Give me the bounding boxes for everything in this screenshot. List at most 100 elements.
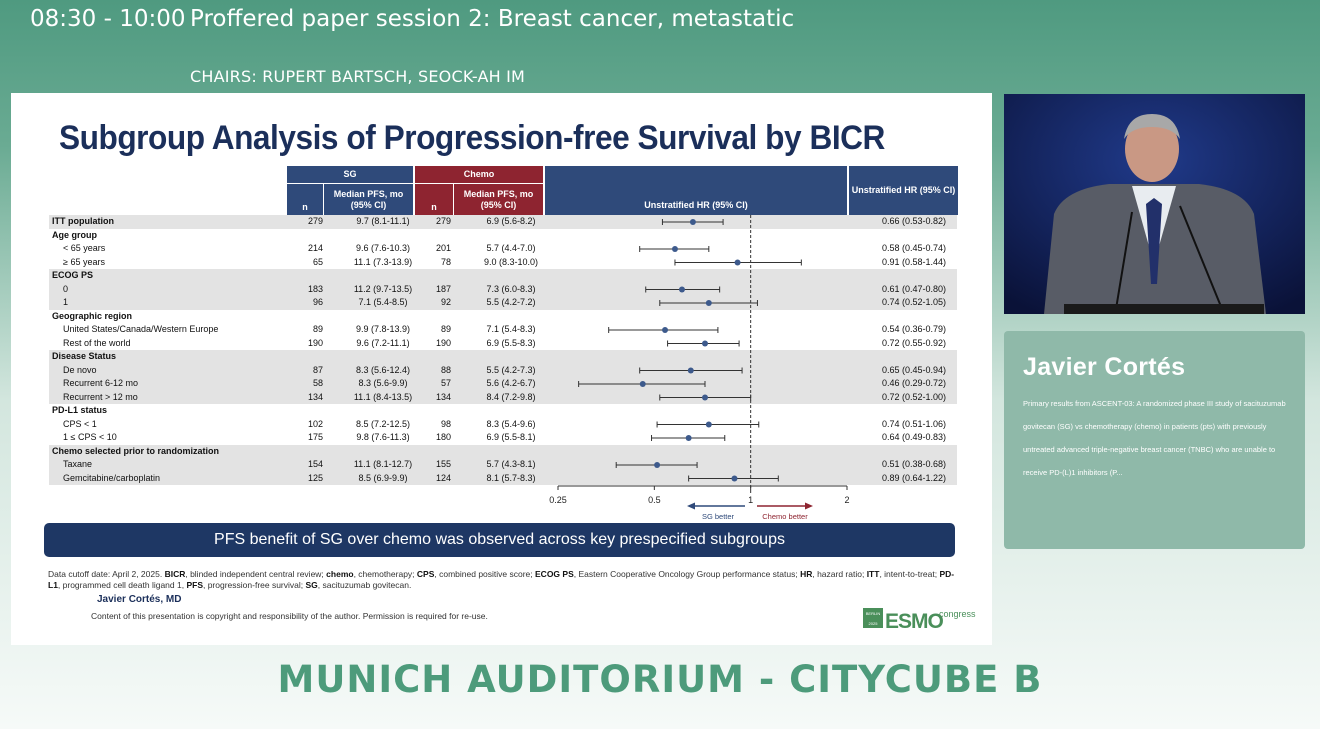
chemo-median-pfs-cell: 7.3 (6.0-8.3) bbox=[486, 283, 536, 294]
hr-value-cell: 0.64 (0.49-0.83) bbox=[881, 432, 947, 442]
chemo-n-cell: 88 bbox=[440, 364, 451, 375]
axis-tick-label: 2 bbox=[844, 495, 849, 505]
footnote-segment: ECOG PS bbox=[535, 569, 574, 579]
table-row: ≥ 65 years 65 11.1 (7.3-13.9) 78 9.0 (8.3-10… bbox=[49, 256, 957, 270]
chemo-n-cell: 89 bbox=[440, 324, 451, 334]
axis-tick-label: 1 bbox=[748, 495, 753, 505]
chemo-median-pfs-cell: 8.1 (5.7-8.3) bbox=[486, 472, 536, 483]
sg-n-cell: 154 bbox=[307, 459, 323, 469]
hr-value-cell: 0.46 (0.29-0.72) bbox=[881, 378, 947, 388]
forest-plot: 0.25 0.5 1 2 SG better Chemo better bbox=[549, 215, 850, 521]
chemo-median-pfs-cell: 6.9 (5.5-8.1) bbox=[486, 432, 536, 442]
svg-text:congress: congress bbox=[939, 609, 976, 619]
footnote-segment: CPS bbox=[416, 569, 435, 579]
chemo-better-label: Chemo better bbox=[762, 512, 808, 521]
hr-point bbox=[654, 462, 661, 468]
row-label: Rest of the world bbox=[63, 337, 131, 348]
sg-median-pfs-cell: 9.8 (7.6-11.3) bbox=[356, 432, 410, 442]
chemo-n-cell: 279 bbox=[435, 216, 451, 226]
presenter-name: Javier Cortés, MD bbox=[97, 594, 182, 605]
sg-median-pfs-cell: 8.5 (7.2-12.5) bbox=[355, 418, 411, 429]
subgroup-heading-row: Chemo selected prior to randomization bbox=[49, 444, 957, 458]
table-row: Rest of the world 190 9.6 (7.2-11.1) 190 6.9… bbox=[49, 337, 957, 351]
sg-median-pfs-cell: 9.7 (8.1-11.1) bbox=[356, 216, 410, 226]
table-row: Recurrent 6-12 mo 58 8.3 (5.6-9.9) 57 5.6 (4… bbox=[49, 377, 957, 391]
chemo-header: Chemo bbox=[415, 166, 543, 183]
sg-n-cell: 214 bbox=[307, 243, 323, 253]
footnote-segment: SG bbox=[305, 580, 318, 590]
hr-point bbox=[689, 219, 696, 225]
chemo-n-cell: 57 bbox=[440, 378, 451, 388]
sg-n-cell: 279 bbox=[307, 216, 323, 226]
row-label: Recurrent 6-12 mo bbox=[63, 378, 139, 388]
chemo-median-pfs-cell: 9.0 (8.3-10.0) bbox=[483, 256, 539, 267]
table-row: Gemcitabine/carboplatin 125 8.5 (6.9-9.9) 1… bbox=[49, 471, 957, 485]
svg-text:BERLIN: BERLIN bbox=[866, 611, 881, 616]
row-label: ECOG PS bbox=[52, 270, 94, 280]
hr-point bbox=[662, 327, 669, 333]
sg-better-arrowhead bbox=[687, 502, 695, 510]
table-row: 1 96 7.1 (5.4-8.5) 92 5.5 (4.2-7.2) 0.74 (0.5… bbox=[49, 296, 957, 310]
slide-title: Subgroup Analysis of Progression-free Su… bbox=[59, 119, 885, 157]
chemo-median-pfs-header: Median PFS, mo (95% CI) bbox=[454, 184, 543, 215]
axis-tick-label: 0.5 bbox=[648, 495, 661, 505]
hr-value-cell: 0.54 (0.36-0.79) bbox=[881, 324, 947, 334]
hr-plot-header: Unstratified HR (95% CI) bbox=[545, 166, 847, 215]
hr-value-cell: 0.91 (0.58-1.44) bbox=[881, 256, 947, 267]
chemo-n-cell: 98 bbox=[440, 418, 451, 429]
chemo-median-pfs-cell: 5.7 (4.4-7.0) bbox=[486, 243, 536, 253]
chemo-median-pfs-cell: 8.4 (7.2-9.8) bbox=[486, 391, 536, 402]
session-chairs: CHAIRS: RUPERT BARTSCH, SEOCK-AH IM bbox=[190, 67, 526, 86]
sg-n-cell: 87 bbox=[312, 364, 323, 375]
sg-better-label: SG better bbox=[702, 512, 735, 521]
row-label: ITT population bbox=[52, 216, 114, 226]
chemo-n-cell: 92 bbox=[440, 297, 451, 307]
chemo-median-pfs-cell: 6.9 (5.6-8.2) bbox=[486, 216, 536, 226]
table-row: 0 183 11.2 (9.7-13.5) 187 7.3 (6.0-8.3) 0.61 … bbox=[49, 282, 957, 296]
sg-n-cell: 125 bbox=[307, 472, 323, 483]
session-header: 08:30 - 10:00 Proffered paper session 2:… bbox=[0, 0, 1320, 90]
hr-value-cell: 0.51 (0.38-0.68) bbox=[881, 459, 947, 469]
footnote-segment: PFS bbox=[186, 580, 203, 590]
table-row: < 65 years 214 9.6 (7.6-10.3) 201 5.7 (4.4-7… bbox=[49, 242, 957, 256]
sg-median-pfs-header: Median PFS, mo (95% CI) bbox=[324, 184, 413, 215]
chemo-median-pfs-cell: 5.6 (4.2-6.7) bbox=[486, 378, 536, 388]
speaker-video-image bbox=[1004, 94, 1305, 314]
speaker-video-feed bbox=[1004, 94, 1305, 314]
row-label: Geographic region bbox=[52, 310, 133, 321]
row-label: Recurrent > 12 mo bbox=[63, 391, 138, 402]
hr-point bbox=[705, 421, 712, 428]
hr-column-header: Unstratified HR (95% CI) bbox=[849, 166, 958, 215]
chemo-n-cell: 180 bbox=[435, 432, 451, 442]
hr-point bbox=[687, 367, 694, 374]
footnote-segment: , sacituzumab govitecan. bbox=[317, 580, 412, 590]
hr-point bbox=[702, 394, 709, 401]
chemo-better-arrowhead bbox=[805, 502, 813, 510]
sg-median-pfs-cell: 11.1 (8.4-13.5) bbox=[353, 391, 413, 402]
speaker-info-card: Javier Cortés Primary results from ASCEN… bbox=[1004, 331, 1305, 549]
sg-median-pfs-cell: 11.1 (8.1-12.7) bbox=[353, 459, 413, 469]
chemo-median-pfs-cell: 5.7 (4.3-8.1) bbox=[486, 459, 536, 469]
footnote-segment: BICR bbox=[164, 569, 186, 579]
sg-n-cell: 96 bbox=[312, 297, 323, 307]
hr-value-cell: 0.72 (0.55-0.92) bbox=[881, 337, 947, 348]
row-label: Chemo selected prior to randomization bbox=[52, 445, 220, 456]
sg-n-cell: 183 bbox=[307, 283, 323, 294]
slide-footnote: Data cutoff date: April 2, 2025. BICR, b… bbox=[48, 569, 958, 591]
chemo-n-cell: 124 bbox=[435, 472, 451, 483]
subgroup-heading-row: Geographic region bbox=[49, 310, 957, 324]
room-label: MUNICH AUDITORIUM - CITYCUBE B bbox=[277, 658, 1043, 701]
table-row: Recurrent > 12 mo 134 11.1 (8.4-13.5) 134 8.… bbox=[49, 390, 957, 404]
speaker-name: Javier Cortés bbox=[1023, 353, 1186, 381]
chemo-n-cell: 134 bbox=[435, 391, 451, 402]
table-row: ITT population 279 9.7 (8.1-11.1) 279 6.9 (5… bbox=[49, 215, 957, 229]
hr-point bbox=[685, 435, 692, 441]
sg-n-cell: 65 bbox=[312, 256, 323, 267]
esmo-congress-logo: BERLIN 2025 ESMO congress bbox=[863, 608, 976, 633]
sg-median-pfs-cell: 8.3 (5.6-12.4) bbox=[355, 364, 411, 375]
chemo-n-cell: 190 bbox=[435, 337, 451, 348]
session-title: Proffered paper session 2: Breast cancer… bbox=[190, 6, 795, 32]
sg-n-cell: 190 bbox=[307, 337, 323, 348]
session-time: 08:30 - 10:00 bbox=[30, 6, 186, 32]
subgroup-heading-row: Disease Status bbox=[49, 350, 957, 364]
